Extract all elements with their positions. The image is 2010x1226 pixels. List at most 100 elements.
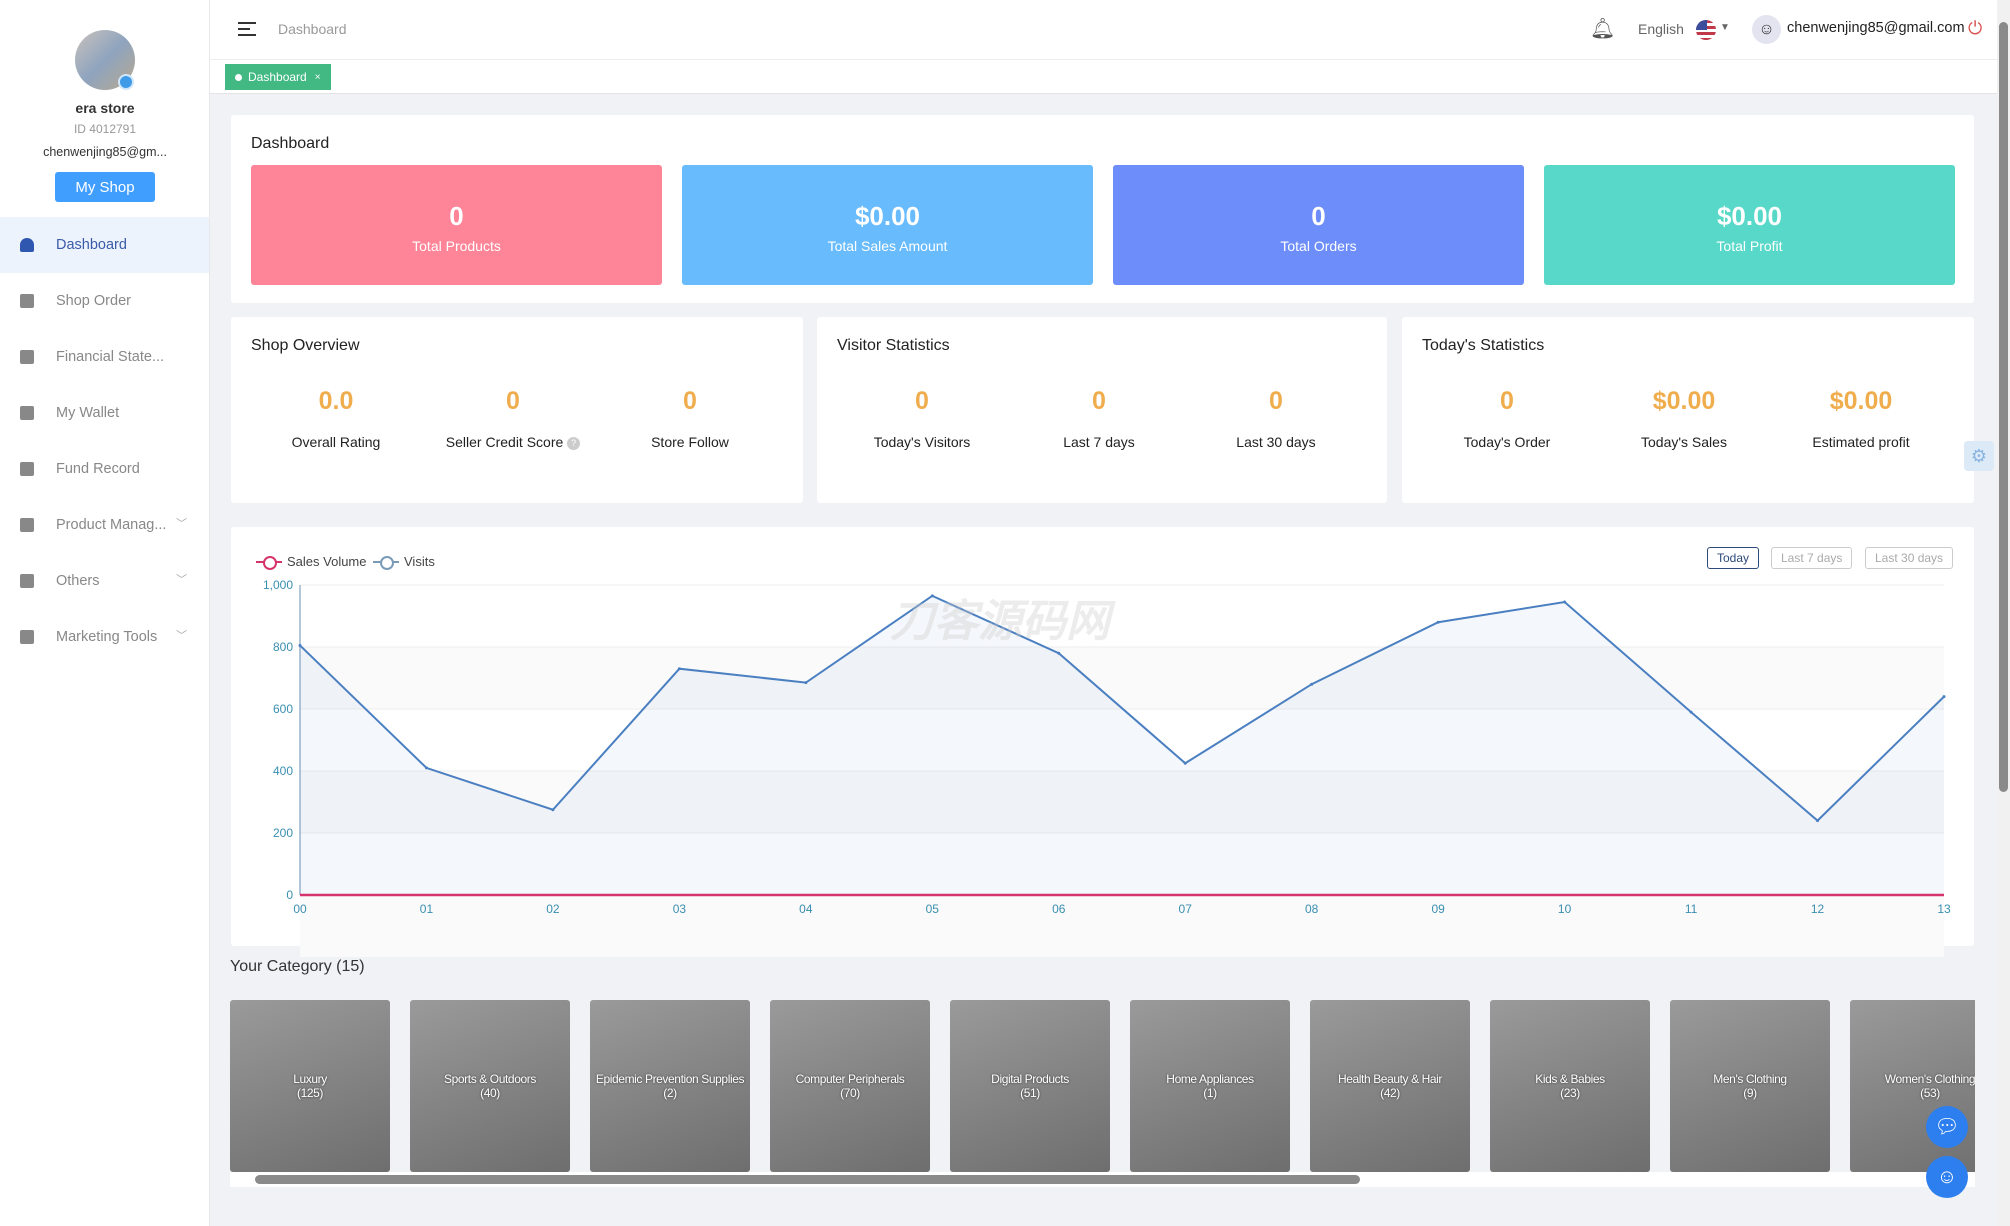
stat-value: 0 <box>915 387 929 415</box>
chevron-down-icon[interactable]: ﹀ <box>176 518 187 530</box>
sidebar-item-financial-state[interactable]: Financial State... <box>0 329 209 385</box>
sidebar-item-dashboard[interactable]: Dashboard <box>0 217 209 273</box>
scroll-thumb[interactable] <box>1999 22 2008 792</box>
legend-visits[interactable]: Visits <box>373 554 435 570</box>
y-tick-label: 1,000 <box>263 578 293 592</box>
category-count: (40) <box>480 1086 500 1100</box>
tab-dashboard[interactable]: Dashboard × <box>225 64 331 90</box>
category-count: (9) <box>1743 1086 1757 1100</box>
stat-card[interactable]: $0.00 Total Profit <box>1544 165 1955 285</box>
visits-point <box>1183 761 1187 765</box>
category-tile[interactable]: Epidemic Prevention Supplies (2) <box>590 1000 750 1172</box>
category-name: Digital Products <box>991 1072 1069 1086</box>
category-tile[interactable]: Health Beauty & Hair (42) <box>1310 1000 1470 1172</box>
category-carousel: Luxury (125) Sports & Outdoors (40) Epidemic… <box>230 1000 1975 1172</box>
stat-label-text: Last 30 days <box>1236 434 1316 450</box>
stat-card[interactable]: $0.00 Total Sales Amount <box>682 165 1093 285</box>
range-7days-button[interactable]: Last 7 days <box>1771 547 1853 569</box>
visits-point <box>1057 651 1061 655</box>
visits-area <box>300 595 1944 895</box>
category-count: (42) <box>1380 1086 1400 1100</box>
category-count: (53) <box>1920 1086 1940 1100</box>
stat-value: $0.00 <box>1829 387 1893 415</box>
sidebar-item-fund-record[interactable]: Fund Record <box>0 441 209 497</box>
x-tick-label: 05 <box>926 902 940 916</box>
close-icon[interactable]: × <box>314 71 321 83</box>
x-tick-label: 04 <box>799 902 813 916</box>
stat-label: Seller Credit Score ? <box>423 434 603 450</box>
x-tick-label: 12 <box>1811 902 1825 916</box>
sidebar-item-shop-order[interactable]: Shop Order <box>0 273 209 329</box>
caret-down-icon[interactable]: ▼ <box>1720 22 1730 33</box>
y-tick-label: 0 <box>286 888 293 902</box>
range-today-button[interactable]: Today <box>1707 547 1760 569</box>
category-tile[interactable]: Computer Peripherals (70) <box>770 1000 930 1172</box>
stat-card[interactable]: 0 Total Orders <box>1113 165 1524 285</box>
stat-value: 0 <box>1092 387 1106 415</box>
vertical-scrollbar[interactable] <box>1997 0 2010 1226</box>
scroll-thumb[interactable] <box>255 1175 1360 1184</box>
stats-panel: Shop Overview 0.0 Overall Rating 0 Seller Cr… <box>231 317 803 503</box>
visits-point <box>424 766 428 770</box>
user-avatar[interactable]: ☺ <box>1752 15 1781 44</box>
x-tick-label: 00 <box>293 902 307 916</box>
horizontal-scrollbar[interactable] <box>230 1172 1975 1187</box>
panel-title: Today's Statistics <box>1422 337 1545 354</box>
clipboard-icon <box>20 294 34 308</box>
us-flag-icon[interactable] <box>1696 20 1716 40</box>
category-tile[interactable]: Digital Products (51) <box>950 1000 1110 1172</box>
sidebar-nav: Dashboard Shop Order Financial State... My … <box>0 217 209 665</box>
category-tile[interactable]: Women's Clothing (53) <box>1850 1000 1975 1172</box>
sidebar-item-label: My Wallet <box>56 405 120 421</box>
menu-toggle-icon[interactable] <box>238 22 256 36</box>
language-label[interactable]: English <box>1638 21 1684 37</box>
category-tile[interactable]: Men's Clothing (9) <box>1670 1000 1830 1172</box>
category-tile[interactable]: Luxury (125) <box>230 1000 390 1172</box>
category-tile[interactable]: Sports & Outdoors (40) <box>410 1000 570 1172</box>
stat-label-text: Today's Visitors <box>873 434 971 450</box>
visits-point <box>1563 600 1567 604</box>
sidebar-item-label: Others <box>56 573 100 589</box>
breadcrumb[interactable]: Dashboard <box>278 21 347 37</box>
power-icon[interactable]: ⏻ <box>1968 18 1983 38</box>
verified-badge-icon <box>118 74 134 90</box>
stat-value: $0.00 <box>1652 387 1716 415</box>
dashboard-icon <box>20 238 34 252</box>
sidebar-item-marketing-tools[interactable]: Marketing Tools ﹀ <box>0 609 209 665</box>
stat-value: 0.0 <box>318 387 354 415</box>
legend-sales-volume[interactable]: Sales Volume <box>256 554 367 570</box>
sidebar-item-my-wallet[interactable]: My Wallet <box>0 385 209 441</box>
chat-icon[interactable]: 💬︎ <box>1926 1106 1968 1148</box>
my-shop-button[interactable]: My Shop <box>55 172 155 202</box>
chart-icon <box>20 350 34 364</box>
stat-card[interactable]: 0 Total Products <box>251 165 662 285</box>
category-tile[interactable]: Home Appliances (1) <box>1130 1000 1290 1172</box>
category-tile[interactable]: Kids & Babies (23) <box>1490 1000 1650 1172</box>
customer-service-icon[interactable]: ☺ <box>1926 1156 1968 1198</box>
active-dot-icon <box>235 73 242 81</box>
stat-value: 0 <box>449 201 464 231</box>
sidebar-item-label: Financial State... <box>56 349 164 365</box>
category-count: (1) <box>1203 1086 1217 1100</box>
visits-point <box>1816 819 1820 823</box>
x-tick-label: 13 <box>1937 902 1951 916</box>
settings-gear-icon[interactable]: ⚙ <box>1964 441 1994 471</box>
user-email[interactable]: chenwenjing85@gmail.com <box>1787 20 1965 36</box>
chevron-down-icon[interactable]: ﹀ <box>176 574 187 586</box>
stat-label: Today's Visitors <box>832 434 1012 450</box>
range-30days-button[interactable]: Last 30 days <box>1865 547 1954 569</box>
stat-label-text: Estimated profit <box>1812 434 1910 450</box>
help-icon[interactable]: ? <box>567 436 581 450</box>
panel-title: Shop Overview <box>251 337 360 354</box>
sidebar-item-others[interactable]: Others ﹀ <box>0 553 209 609</box>
grid-band <box>300 647 1944 709</box>
legend-label: Sales Volume <box>287 554 367 569</box>
visits-point <box>1436 620 1440 624</box>
bell-icon[interactable]: 🔔︎ <box>1590 18 1616 40</box>
stat-item: 0 Seller Credit Score ? <box>423 387 603 450</box>
stat-label: Total Orders <box>1280 238 1357 254</box>
category-count: (23) <box>1560 1086 1580 1100</box>
chevron-down-icon[interactable]: ﹀ <box>176 630 187 642</box>
sidebar-item-product-manag[interactable]: Product Manag... ﹀ <box>0 497 209 553</box>
